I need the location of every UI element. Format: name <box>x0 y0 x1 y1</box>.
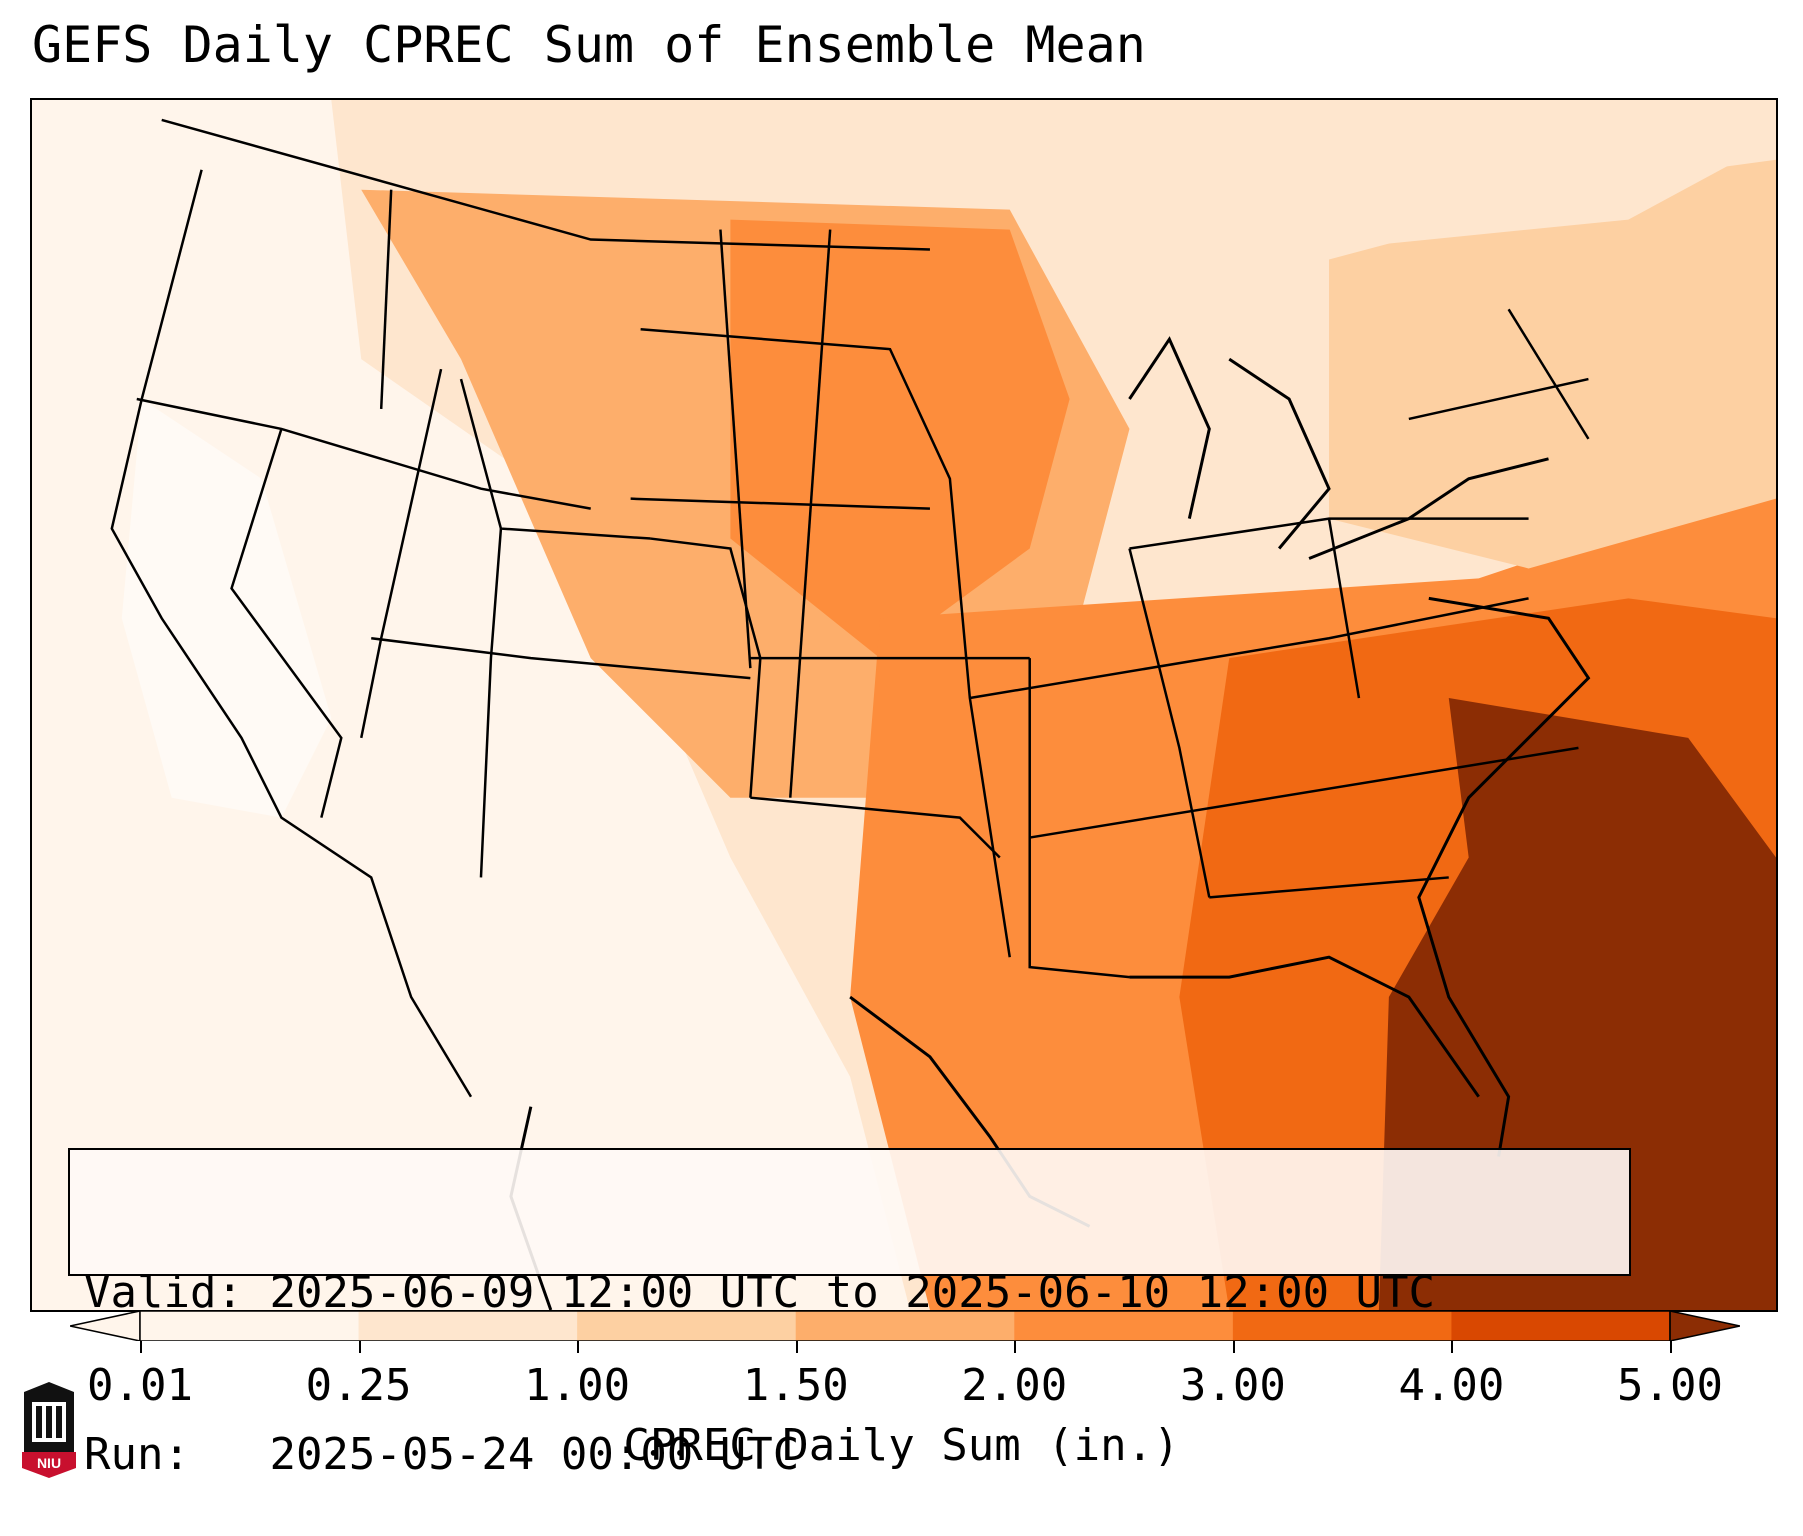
colorbar-tick-label: 0.25 <box>305 1360 412 1411</box>
colorbar-label: CPREC Daily Sum (in.) <box>623 1420 1180 1471</box>
state-boundaries <box>110 118 1590 1098</box>
colorbar-tick-label: 5.00 <box>1617 1360 1723 1411</box>
precipitation-map <box>32 100 1776 1310</box>
colorbar <box>70 1311 1740 1341</box>
colorbar-tick-mark <box>1232 1341 1235 1353</box>
precip-driest-california <box>121 399 332 818</box>
run-line: Run: 2025-05-24 00:00 UTC <box>84 1428 1615 1482</box>
precip-midwest <box>730 219 1070 659</box>
valid-value: 2025-06-09 12:00 UTC to 2025-06-10 12:00… <box>269 1267 1436 1318</box>
niu-logo: NIU <box>22 1382 76 1478</box>
colorbar-segment <box>795 1311 1015 1341</box>
colorbar-segment <box>577 1311 797 1341</box>
colorbar-tick-mark <box>358 1341 361 1353</box>
valid-run-info-box: Valid: 2025-06-09 12:00 UTC to 2025-06-1… <box>68 1148 1631 1480</box>
run-label: Run: <box>84 1429 190 1480</box>
precip-canada-east <box>1029 100 1776 260</box>
colorbar-tick-mark <box>1670 1341 1672 1353</box>
colorbar-tick-mark <box>1014 1341 1017 1353</box>
colorbar-tick-label: 1.00 <box>524 1360 631 1411</box>
valid-line: Valid: 2025-06-09 12:00 UTC to 2025-06-1… <box>84 1266 1615 1320</box>
colorbar-segment <box>140 1311 360 1341</box>
colorbar-segment <box>358 1311 578 1341</box>
colorbar-tick-mark <box>140 1341 142 1353</box>
colorbar-tick-label: 0.01 <box>87 1360 193 1411</box>
colorbar-outline <box>139 1311 1671 1341</box>
colorbar-extend-low <box>70 1311 141 1341</box>
colorbar-tick-label: 1.50 <box>742 1360 849 1411</box>
colorbar-segment <box>1232 1311 1452 1341</box>
colorbar-tick-mark <box>1451 1341 1454 1353</box>
precip-dry-west <box>32 100 910 1310</box>
colorbar-extend-high <box>1669 1311 1740 1341</box>
colorbar-tick-label: 3.00 <box>1179 1360 1286 1411</box>
run-value: 2025-05-24 00:00 UTC <box>269 1429 800 1480</box>
colorbar-tick-label: 2.00 <box>961 1360 1068 1411</box>
precip-northeast <box>1329 159 1776 569</box>
map-frame <box>30 98 1778 1312</box>
valid-label: Valid: <box>84 1267 243 1318</box>
niu-logo-text: NIU <box>37 1455 61 1471</box>
map-title: GEFS Daily CPREC Sum of Ensemble Mean <box>32 16 1146 74</box>
colorbar-segment <box>1014 1311 1234 1341</box>
colorbar-tick-mark <box>577 1341 580 1353</box>
colorbar-segment <box>1451 1311 1671 1341</box>
colorbar-tick-label: 4.00 <box>1398 1360 1505 1411</box>
colorbar-tick-mark <box>795 1341 798 1353</box>
